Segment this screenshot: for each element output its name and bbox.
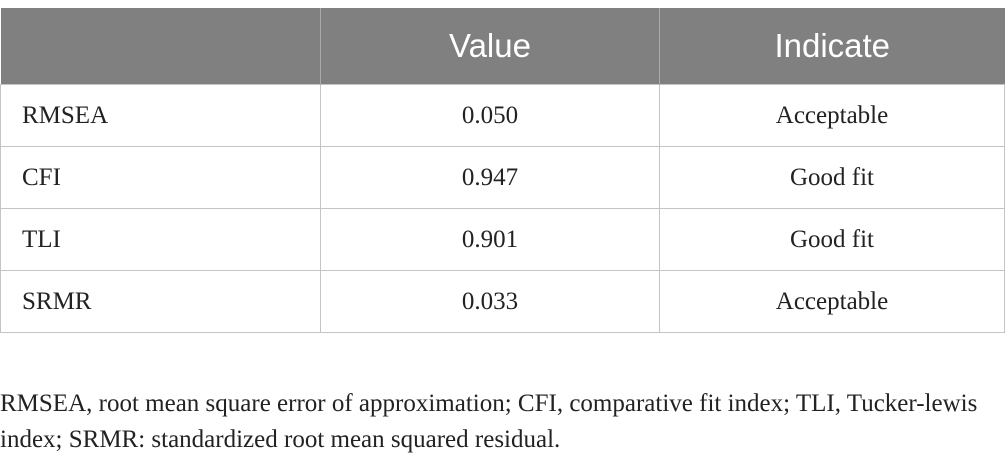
index-value-cell: 0.033: [320, 270, 660, 333]
index-name-cell: SRMR: [0, 270, 321, 333]
index-indicate-cell: Good fit: [659, 208, 1005, 271]
index-name-cell: TLI: [0, 208, 321, 271]
index-name-cell: CFI: [0, 146, 321, 209]
table-footnote: RMSEA, root mean square error of approxi…: [0, 390, 978, 453]
table-row: TLI 0.901 Good fit: [0, 208, 1005, 271]
table-header: Value Indicate: [0, 8, 1005, 85]
header-cell-value: Value: [320, 8, 660, 85]
table-row: SRMR 0.033 Acceptable: [0, 270, 1005, 333]
header-cell-indicate: Indicate: [659, 8, 1005, 85]
index-indicate-cell: Acceptable: [659, 84, 1005, 147]
header-row: Value Indicate: [0, 8, 1005, 85]
fit-indices-table: Value Indicate RMSEA 0.050 Acceptable CF…: [0, 8, 1005, 333]
index-value-cell: 0.947: [320, 146, 660, 209]
index-value-cell: 0.050: [320, 84, 660, 147]
index-value-cell: 0.901: [320, 208, 660, 271]
header-cell-blank: [0, 8, 321, 85]
table-row: CFI 0.947 Good fit: [0, 146, 1005, 209]
index-name-cell: RMSEA: [0, 84, 321, 147]
index-indicate-cell: Acceptable: [659, 270, 1005, 333]
index-indicate-cell: Good fit: [659, 146, 1005, 209]
table-body: RMSEA 0.050 Acceptable CFI 0.947 Good fi…: [0, 84, 1005, 333]
table-row: RMSEA 0.050 Acceptable: [0, 84, 1005, 147]
